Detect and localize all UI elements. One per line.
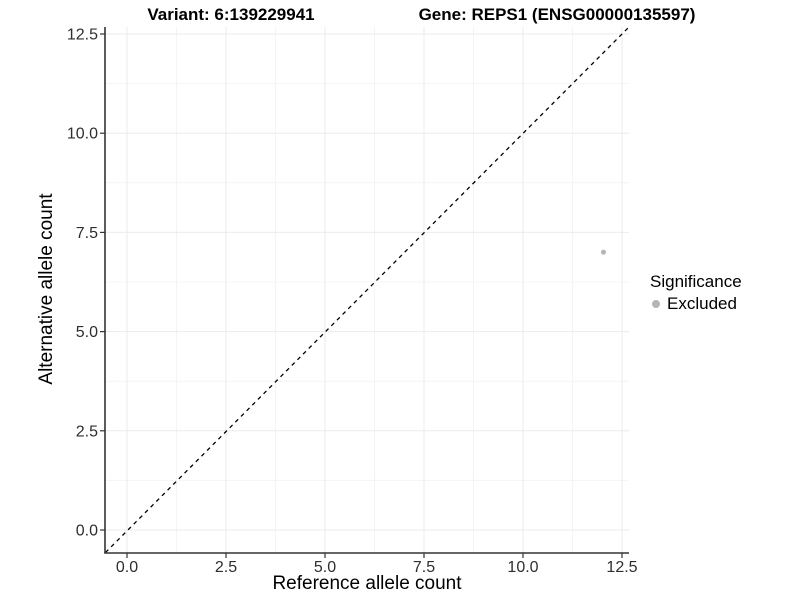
x-tick-labels: 0.0 2.5 5.0 7.5 10.0 12.5 (116, 559, 638, 576)
legend-title: Significance (650, 272, 742, 291)
y-tick-label: 7.5 (76, 225, 98, 242)
legend: Significance Excluded (650, 272, 742, 314)
x-tick-label: 0.0 (116, 559, 138, 576)
y-tick-label: 12.5 (67, 27, 98, 44)
y-tick-labels: 0.0 2.5 5.0 7.5 10.0 12.5 (67, 27, 98, 540)
grid-minor (105, 27, 629, 553)
excluded-dot-icon (652, 300, 660, 308)
grid-major (105, 27, 629, 553)
axis-lines (104, 27, 629, 554)
legend-item-excluded: Excluded (650, 294, 742, 314)
y-tick-label: 0.0 (76, 523, 98, 540)
axis-ticks (100, 33, 623, 558)
identity-dashed-line (105, 26, 630, 553)
legend-item-label: Excluded (667, 294, 737, 313)
x-axis-title: Reference allele count (272, 573, 462, 594)
x-tick-label: 7.5 (413, 559, 435, 576)
x-tick-label: 12.5 (606, 559, 637, 576)
y-tick-label: 5.0 (76, 324, 98, 341)
y-axis-title: Alternative allele count (36, 193, 57, 385)
x-tick-label: 10.0 (507, 559, 538, 576)
variant-title: Variant: 6:139229941 (147, 5, 315, 24)
data-point-excluded (601, 249, 606, 255)
y-tick-label: 10.0 (67, 126, 98, 143)
x-tick-label: 5.0 (314, 559, 336, 576)
gene-title: Gene: REPS1 (ENSG00000135597) (418, 5, 696, 24)
y-tick-label: 2.5 (76, 423, 98, 440)
x-tick-label: 2.5 (215, 559, 237, 576)
